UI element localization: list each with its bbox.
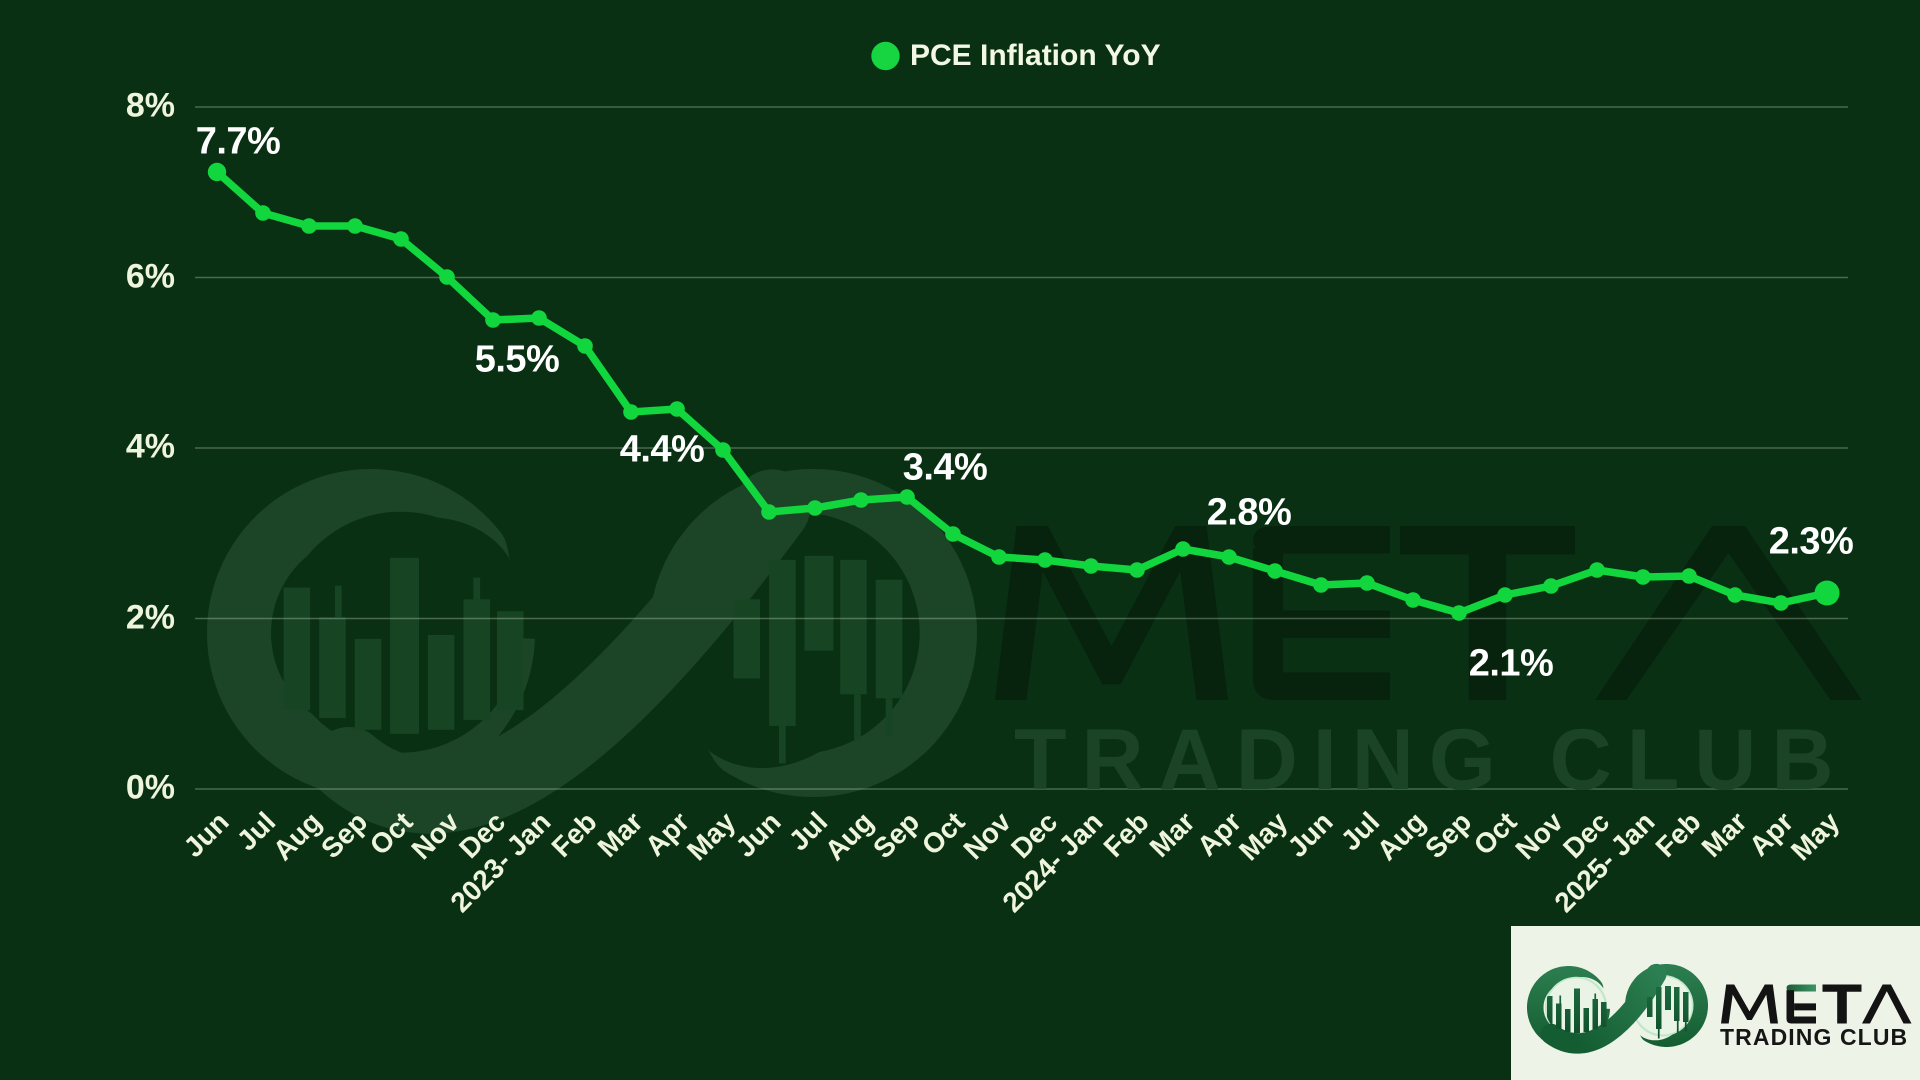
svg-text:TRADING CLUB: TRADING CLUB — [1720, 1024, 1908, 1050]
